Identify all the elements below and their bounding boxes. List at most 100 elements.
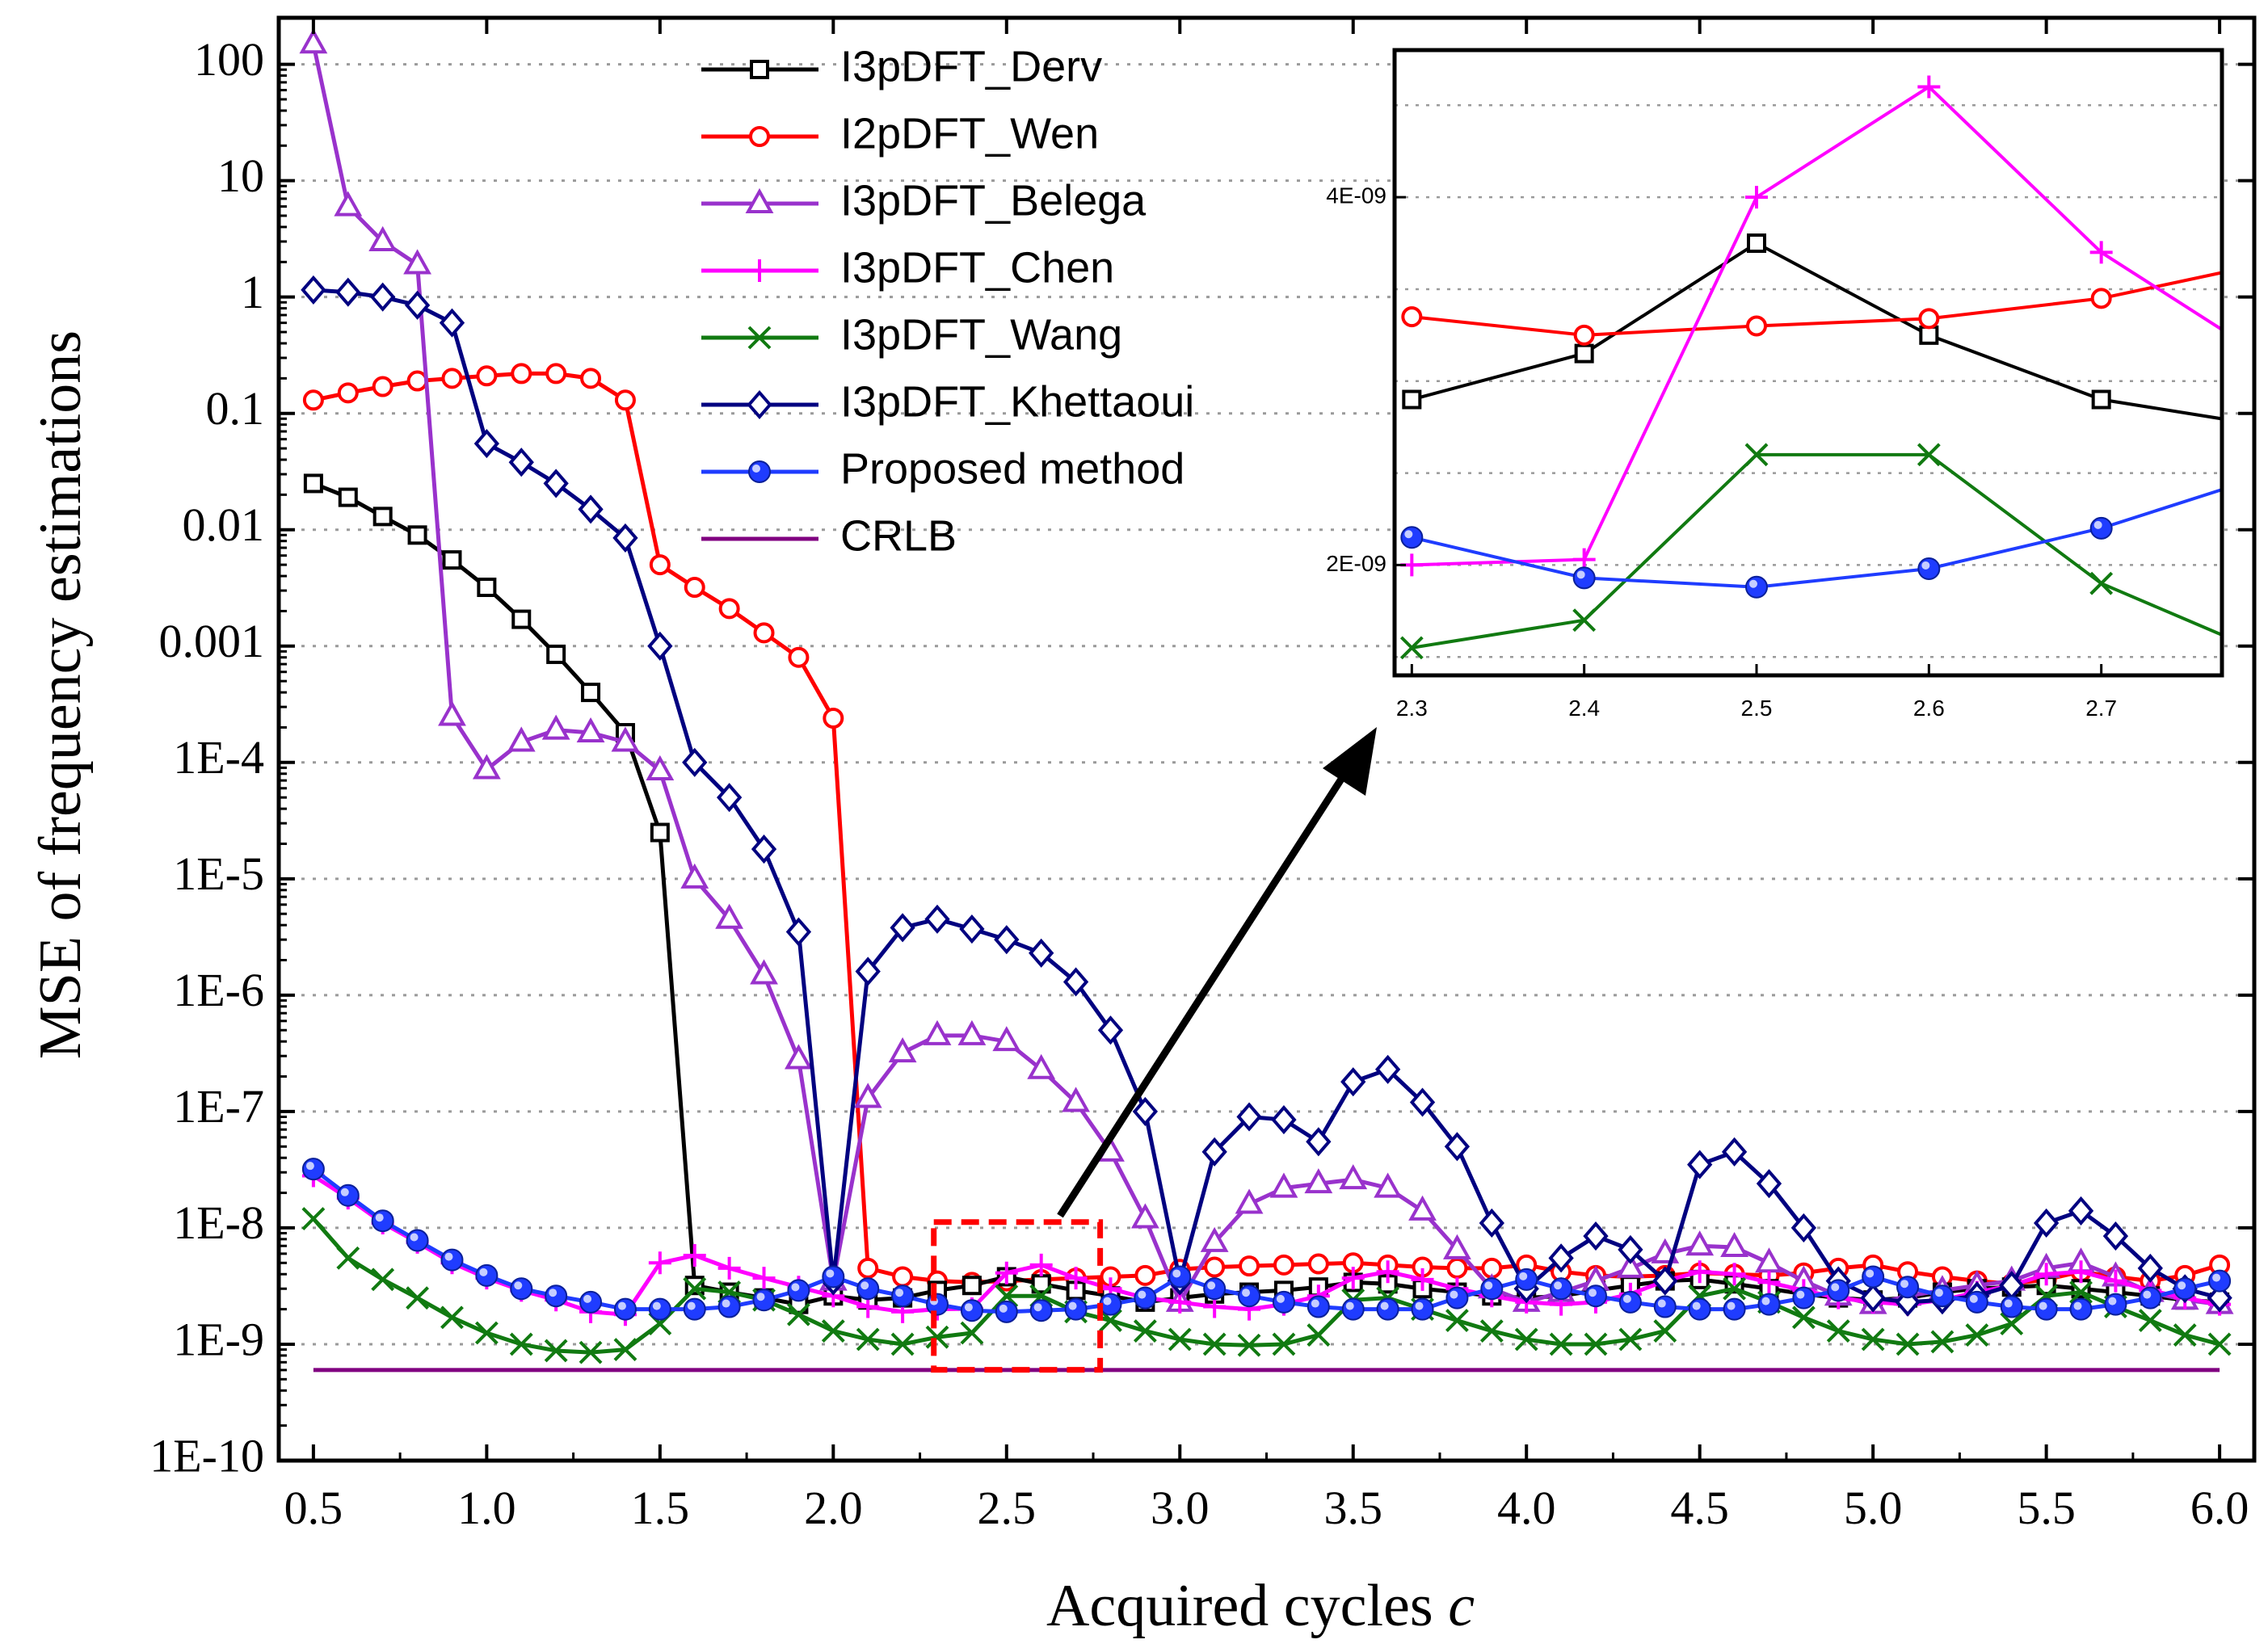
legend-item-proposed-method: Proposed method — [701, 444, 1184, 493]
inset-x-tick-label: 2.3 — [1396, 696, 1428, 721]
point-proposed-method — [440, 1248, 464, 1272]
inset-point-i3pdft-derv — [1402, 389, 1422, 410]
point-proposed-method-highlight — [1900, 1280, 1909, 1289]
point-proposed-method-highlight — [2004, 1299, 2013, 1308]
point-proposed-method-highlight — [305, 1162, 314, 1171]
point-proposed-method — [301, 1158, 325, 1181]
point-i3pdft-belega — [1269, 1172, 1298, 1198]
point-i2pdft-wen — [649, 554, 671, 576]
point-i3pdft-chen — [2034, 1263, 2058, 1286]
point-i3pdft-belega — [576, 717, 605, 743]
point-proposed-method-highlight — [1554, 1281, 1563, 1290]
point-i3pdft-khettaoui — [578, 494, 604, 524]
inset-line-i3pdft-chen — [1412, 84, 2222, 567]
point-proposed-method-highlight — [583, 1294, 592, 1303]
point-i3pdft-khettaoui — [1029, 938, 1054, 968]
point-proposed-method — [1134, 1286, 1157, 1310]
y-tick-label: 100 — [194, 33, 264, 86]
point-proposed-method-body — [1653, 1295, 1677, 1318]
inset-series-i3pdft-chen — [1400, 75, 2222, 577]
point-i3pdft-chen — [683, 1244, 706, 1268]
point-proposed-method — [891, 1284, 915, 1308]
inset-series-i3pdft-wang — [1399, 443, 2222, 660]
point-proposed-method — [1168, 1265, 1192, 1289]
point-i2pdft-wen — [1134, 1264, 1156, 1286]
point-proposed-method-body — [579, 1290, 603, 1314]
point-i3pdft-khettaoui — [1444, 1132, 1471, 1162]
inset-point-i2pdft-wen — [1918, 308, 1940, 330]
inset-plot: 2.3 2.4 2.5 2.6 2.7 2E-09 4E-09 — [1326, 48, 2224, 721]
point-i3pdft-belega — [992, 1026, 1021, 1052]
x-axis-title-variable: c — [1448, 1573, 1475, 1639]
point-i3pdft-khettaoui — [404, 290, 431, 320]
point-proposed-method — [1238, 1284, 1261, 1308]
point-i3pdft-belega — [1339, 1164, 1368, 1190]
point-proposed-method-highlight — [2212, 1273, 2221, 1282]
point-proposed-method — [510, 1277, 533, 1301]
point-i3pdft-khettaoui — [370, 282, 396, 312]
point-proposed-method — [1896, 1276, 1920, 1299]
point-proposed-method — [1341, 1297, 1365, 1321]
point-i3pdft-wang — [1791, 1305, 1816, 1330]
inset-point-i3pdft-chen — [1917, 75, 1941, 99]
point-i2pdft-wen — [1204, 1256, 1226, 1278]
point-i3pdft-chen — [1723, 1263, 1746, 1286]
point-proposed-method — [1688, 1297, 1711, 1321]
point-proposed-method — [1029, 1299, 1053, 1322]
point-proposed-method-body — [1965, 1290, 1988, 1314]
point-i3pdft-khettaoui — [1860, 1283, 1886, 1313]
inset-point-i3pdft-chen — [1745, 186, 1768, 209]
point-proposed-method — [1376, 1297, 1399, 1321]
point-proposed-method-body — [1099, 1293, 1122, 1316]
point-i3pdft-khettaoui — [439, 308, 465, 338]
point-i3pdft-wang — [890, 1332, 915, 1356]
legend-label: I2pDFT_Wen — [840, 109, 1099, 158]
point-proposed-method-highlight — [652, 1301, 661, 1310]
inset-line-i2pdft-wen — [1412, 271, 2222, 337]
grid-layer — [279, 63, 2254, 1346]
point-i3pdft-khettaoui — [335, 277, 361, 307]
point-i3pdft-chen — [717, 1256, 741, 1280]
point-i2pdft-wen — [545, 363, 567, 385]
inset-point-proposed-method — [1400, 526, 1424, 549]
point-i3pdft-derv — [372, 507, 393, 527]
point-proposed-method-body — [613, 1297, 637, 1321]
point-proposed-method — [717, 1295, 741, 1318]
point-proposed-method-body — [1238, 1284, 1261, 1308]
point-proposed-method-body — [960, 1299, 983, 1322]
point-proposed-method-highlight — [1276, 1294, 1285, 1303]
point-i3pdft-khettaoui — [1652, 1266, 1678, 1296]
point-i3pdft-wang — [371, 1268, 395, 1292]
point-i3pdft-khettaoui — [1548, 1243, 1574, 1273]
point-i3pdft-belega — [1443, 1234, 1471, 1259]
y-tick-label: 0.1 — [206, 382, 265, 435]
point-proposed-method-body — [1341, 1297, 1365, 1321]
point-proposed-method-highlight — [1484, 1281, 1493, 1290]
inset-point-proposed-method-body — [1745, 575, 1768, 599]
point-proposed-method — [475, 1263, 499, 1287]
point-proposed-method-highlight — [1068, 1301, 1077, 1310]
point-i3pdft-khettaoui — [2207, 1283, 2232, 1313]
y-tick-label: 1E-8 — [173, 1196, 264, 1249]
point-i3pdft-wang — [509, 1332, 533, 1356]
point-proposed-method-body — [787, 1279, 810, 1302]
point-i3pdft-khettaoui — [2033, 1208, 2060, 1238]
point-i3pdft-khettaoui — [1097, 1015, 1124, 1045]
point-i2pdft-wen — [614, 389, 636, 411]
point-i3pdft-khettaoui — [1271, 1105, 1297, 1135]
y-tick-label: 10 — [217, 149, 264, 202]
point-i3pdft-belega — [403, 249, 431, 275]
point-proposed-method-body — [1029, 1299, 1053, 1322]
point-proposed-method-body — [2069, 1297, 2093, 1321]
point-i3pdft-wang — [925, 1325, 949, 1349]
point-i3pdft-belega — [472, 754, 501, 780]
point-i3pdft-chen — [1029, 1253, 1053, 1276]
point-i3pdft-wang — [544, 1339, 568, 1363]
point-proposed-method — [371, 1209, 394, 1233]
point-i3pdft-belega — [646, 755, 675, 780]
point-i3pdft-wang — [1133, 1319, 1157, 1343]
point-proposed-method — [1653, 1295, 1677, 1318]
point-i3pdft-wang — [2207, 1332, 2232, 1356]
inset-series-layer — [1399, 75, 2222, 660]
zoom-annotation — [931, 727, 1377, 1373]
